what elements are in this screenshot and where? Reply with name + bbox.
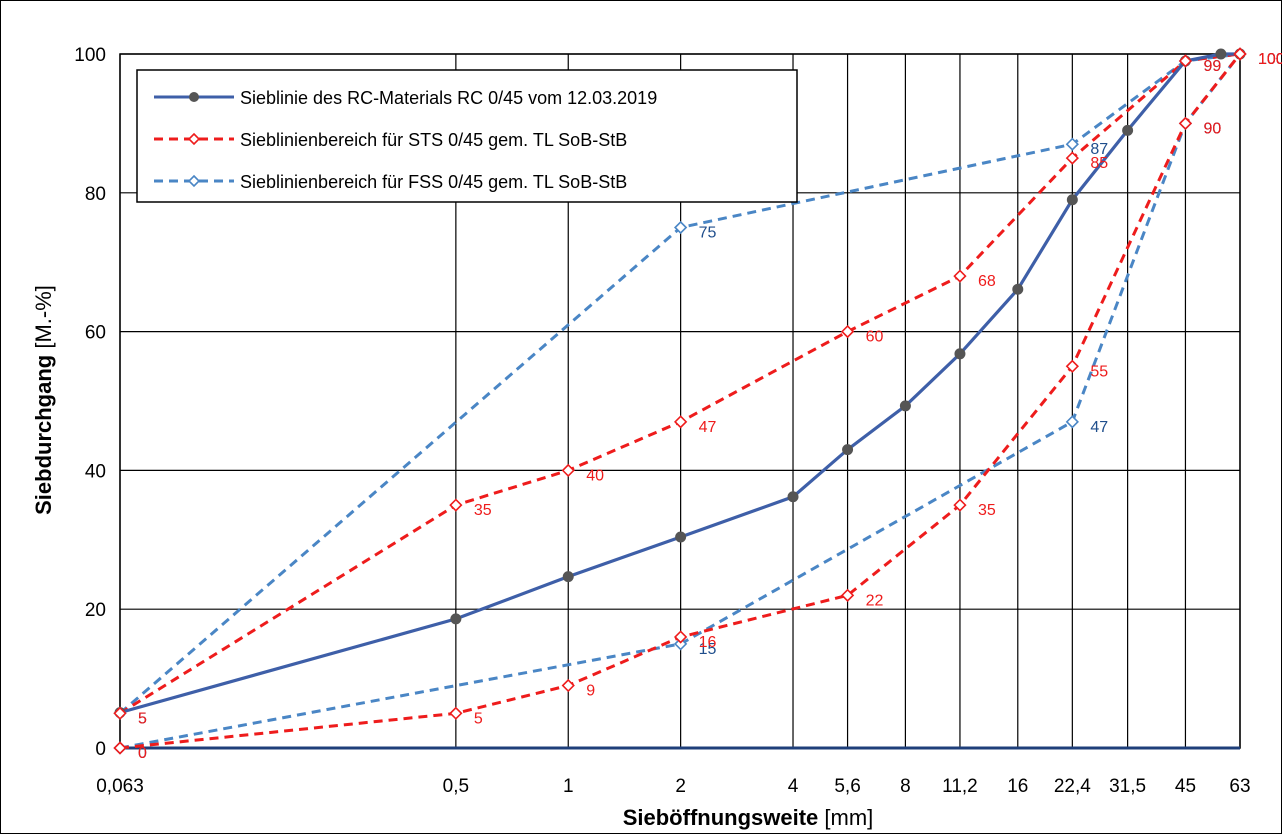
- legend-marker: [187, 132, 201, 146]
- fss-upper-marker: [673, 220, 688, 235]
- y-tick-label: 80: [85, 184, 106, 205]
- fss-data-label: 99: [1203, 58, 1221, 75]
- sts-data-label: 47: [699, 419, 717, 436]
- x-axis-title: Sieböffnungsweite [mm]: [623, 805, 874, 830]
- legend-label: Sieblinienbereich für FSS 0/45 gem. TL S…: [240, 172, 627, 192]
- fss-data-label: 5: [138, 710, 147, 727]
- x-tick-label: 8: [900, 776, 911, 797]
- rc-point: [675, 531, 687, 543]
- fss-data-label: 0: [138, 745, 147, 762]
- sts-upper-marker: [1178, 54, 1193, 68]
- sts-lower-marker: [673, 630, 688, 644]
- rc-point: [787, 491, 799, 503]
- rc-point: [954, 348, 966, 360]
- x-tick-label: 63: [1229, 776, 1250, 797]
- y-axis-ticks: 0 20 40 60 80 100: [74, 45, 106, 760]
- legend: Sieblinie des RC-Materials RC 0/45 vom 1…: [136, 69, 798, 203]
- y-tick-label: 100: [74, 45, 106, 66]
- fss-upper-marker: [1065, 137, 1079, 151]
- sts-lower-line: [119, 53, 1242, 750]
- fss-lower-marker: [1065, 415, 1079, 429]
- sts-data-label: 22: [866, 592, 884, 609]
- sts-lower-marker: [1178, 116, 1193, 131]
- sts-lower-marker: [113, 741, 127, 755]
- sts-data-label: 35: [474, 502, 492, 519]
- sts-lower-marker: [449, 706, 463, 720]
- x-axis-ticks: 0,063 0,5 1 2 4 5,6 8 11,2 16 22,4 31,5 45 63: [96, 776, 1250, 797]
- sts-data-label: 68: [978, 273, 996, 290]
- rc-point: [899, 400, 911, 412]
- rc-point: [562, 571, 574, 583]
- y-tick-label: 60: [85, 323, 106, 344]
- sts-data-label: 0: [138, 745, 147, 762]
- y-tick-label: 40: [85, 461, 106, 482]
- x-tick-label: 4: [788, 776, 799, 797]
- rc-line: [119, 52, 1240, 715]
- legend-label: Sieblinienbereich für STS 0/45 gem. TL S…: [240, 130, 627, 150]
- fss-data-label: 87: [1090, 141, 1108, 158]
- fss-data-label: 75: [699, 225, 717, 242]
- x-tick-label: 0,5: [443, 776, 469, 797]
- x-tick-label: 16: [1007, 776, 1028, 797]
- sts-data-label: 5: [474, 710, 483, 727]
- sts-upper-marker: [953, 269, 967, 283]
- x-tick-label: 2: [675, 776, 686, 797]
- y-tick-label: 20: [85, 600, 106, 621]
- sts-upper-marker: [113, 706, 127, 720]
- fss-lower-marker: [673, 637, 688, 651]
- sts-data-label: 40: [586, 467, 604, 484]
- plot-area-border: [119, 53, 1241, 750]
- sts-data-label: 16: [699, 634, 717, 651]
- sts-lower-marker: [1233, 47, 1247, 61]
- sts-upper-marker: [840, 324, 855, 339]
- x-tick-label: 1: [563, 776, 574, 797]
- sts-data-label: 9: [586, 683, 595, 700]
- rc-point: [1215, 48, 1227, 60]
- fss-data-label: 47: [1090, 419, 1108, 436]
- sts-data-label: 5: [138, 710, 147, 727]
- fss-data-label: 90: [1203, 120, 1221, 137]
- sts-data-label: 100: [1258, 51, 1282, 68]
- sts-data-label: 60: [866, 329, 884, 346]
- y-axis-title: Siebdurchgang [M.-%]: [31, 285, 56, 515]
- x-tick-label: 5,6: [834, 776, 860, 797]
- fss-data-label: 100: [1258, 51, 1282, 68]
- legend-marker: [187, 174, 201, 188]
- rc-point: [1122, 124, 1134, 136]
- sts-lower-marker: [1065, 359, 1079, 373]
- x-tick-label: 11,2: [942, 776, 978, 797]
- rc-point: [842, 444, 854, 456]
- series-layer: [113, 47, 1247, 755]
- x-tick-label: 22,4: [1054, 776, 1091, 797]
- rc-point: [450, 613, 462, 625]
- sts-lower-marker: [953, 498, 967, 512]
- fss-data-label: 100: [1258, 51, 1282, 68]
- sts-lower-marker: [561, 678, 575, 693]
- fss-data-label: 15: [699, 641, 717, 658]
- sts-upper-marker: [449, 498, 463, 512]
- legend-box: [136, 69, 798, 203]
- x-tick-label: 45: [1175, 776, 1196, 797]
- sts-data-label: 90: [1203, 120, 1221, 137]
- sts-upper-marker: [1065, 151, 1079, 165]
- sts-upper-marker: [673, 415, 688, 429]
- x-tick-label: 31,5: [1109, 776, 1146, 797]
- legend-label: Sieblinie des RC-Materials RC 0/45 vom 1…: [240, 88, 657, 108]
- sts-data-label: 100: [1258, 51, 1282, 68]
- sts-lower-marker: [840, 588, 855, 602]
- rc-point: [1012, 283, 1024, 295]
- sts-data-label: 55: [1090, 363, 1108, 380]
- sts-data-label: 35: [978, 502, 996, 519]
- sts-data-label: 99: [1203, 58, 1221, 75]
- sts-data-label: 85: [1090, 155, 1108, 172]
- x-tick-label: 0,063: [96, 776, 144, 797]
- y-tick-label: 0: [95, 739, 106, 760]
- legend-marker: [189, 92, 199, 102]
- rc-point: [1066, 194, 1078, 206]
- sts-upper-marker: [561, 463, 575, 478]
